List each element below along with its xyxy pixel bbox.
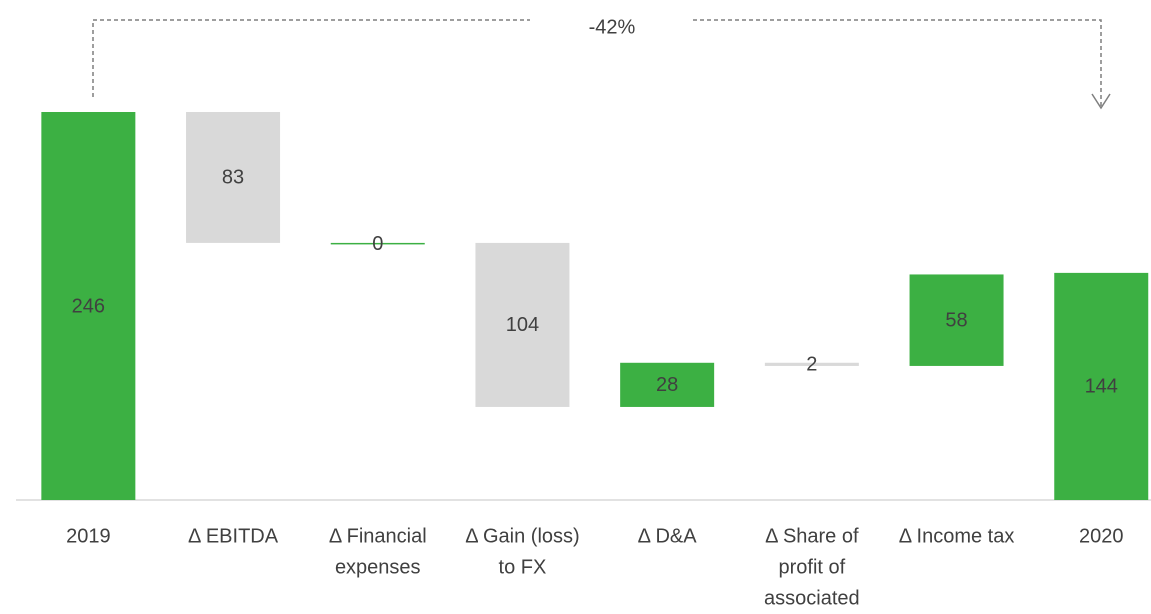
x-tick-label: Δ Financial <box>329 525 427 547</box>
x-tick-label: Δ Gain (loss) <box>465 525 580 547</box>
bar <box>186 112 281 243</box>
bar <box>620 362 715 407</box>
bar <box>1054 272 1149 500</box>
x-tick-label: Δ Income tax <box>899 525 1015 547</box>
value-label: 246 <box>72 295 105 317</box>
x-tick-label: expenses <box>335 556 421 578</box>
bar <box>475 242 570 407</box>
value-label: 0 <box>372 233 383 255</box>
value-label: 104 <box>506 314 539 336</box>
x-tick-label: profit of <box>778 556 845 578</box>
bar <box>41 112 136 500</box>
arrowhead <box>1091 93 1111 110</box>
x-tick-label: to FX <box>499 556 547 578</box>
value-label: 58 <box>945 309 967 331</box>
x-tick-label: associated <box>764 587 860 609</box>
value-label: 144 <box>1085 376 1118 398</box>
bar <box>909 274 1004 366</box>
x-tick-label: 2019 <box>66 525 111 547</box>
bar <box>764 362 859 366</box>
connector-right <box>693 19 1102 106</box>
x-tick-label: Δ EBITDA <box>188 525 279 547</box>
x-tick-label: Δ D&A <box>638 525 698 547</box>
bar <box>330 242 425 245</box>
connector-left <box>92 19 530 97</box>
value-label: 2 <box>806 354 817 376</box>
annotation: -42% <box>589 16 636 38</box>
value-label: 28 <box>656 374 678 396</box>
x-tick-label: 2020 <box>1079 525 1124 547</box>
value-label: 83 <box>222 167 244 189</box>
x-tick-label: Δ Share of <box>765 525 859 547</box>
